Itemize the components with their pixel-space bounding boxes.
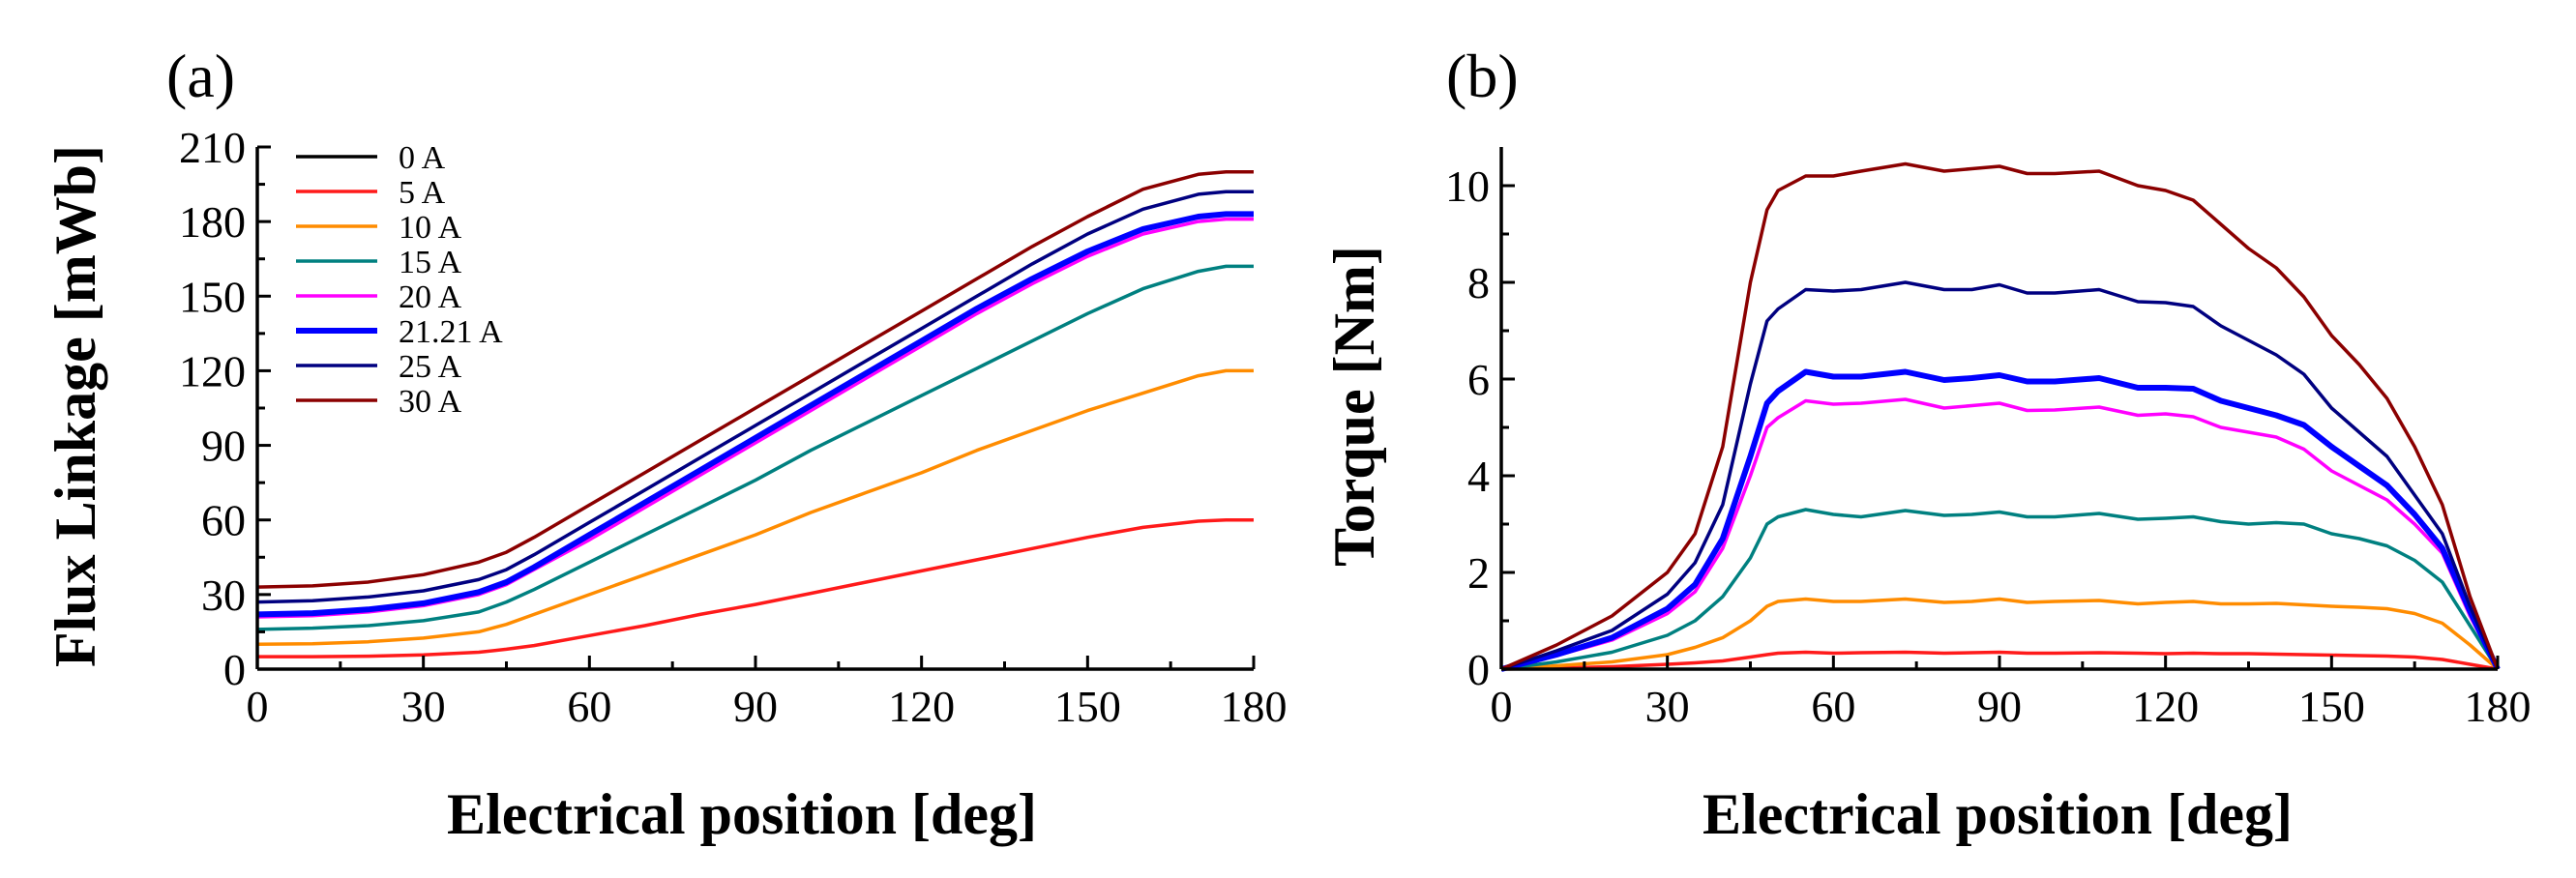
y-axis-title-a: Flux Linkage [mWb] <box>44 145 107 667</box>
x-tick-label: 60 <box>1811 682 1855 731</box>
y-tick-label: 120 <box>179 346 246 395</box>
x-tick-label: 60 <box>567 682 611 731</box>
y-tick-label: 0 <box>223 645 246 694</box>
y-tick-label: 210 <box>179 123 246 172</box>
legend-label: 20 A <box>399 279 462 315</box>
series-line-5-a <box>257 517 1254 658</box>
series-line-15-a <box>1500 508 2500 671</box>
plot-area-b: 0 30 60 90 120 150 180 0 2 4 6 8 10 <box>1445 147 2532 731</box>
series-line-21-21-a <box>1500 368 2501 672</box>
x-tick-label: 180 <box>1221 682 1288 731</box>
y-axis-title-b: Torque [Nm] <box>1322 246 1386 567</box>
legend-label: 15 A <box>399 245 462 280</box>
series-line-20-a <box>1500 397 2500 671</box>
x-tick-label: 0 <box>247 682 269 731</box>
series-line-15-a <box>256 264 1254 631</box>
x-tick-label: 90 <box>733 682 778 731</box>
series-line-30-a <box>256 169 1254 589</box>
legend-label: 0 A <box>399 140 446 176</box>
series-line-10-a <box>256 368 1254 647</box>
x-tick-label: 120 <box>2132 682 2199 731</box>
x-tick-label: 0 <box>1491 682 1513 731</box>
panel-label-a: (a) <box>166 42 235 110</box>
legend-label: 30 A <box>399 384 462 420</box>
series-line-25-a <box>1500 280 2500 671</box>
plot-area-a: 0 30 60 90 120 150 180 0 30 60 90 120 150 180 210 <box>179 123 1288 731</box>
legend-label: 25 A <box>399 349 462 385</box>
x-tick-label: 30 <box>401 682 446 731</box>
series-line-21-21-a <box>256 211 1254 618</box>
legend-a: 0 A5 A10 A15 A20 A21.21 A25 A30 A <box>296 140 503 420</box>
x-tick-label: 30 <box>1645 682 1690 731</box>
x-axis-title-b: Electrical position [deg] <box>1703 782 2293 846</box>
x-tick-label: 180 <box>2465 682 2532 731</box>
y-tick-label: 60 <box>201 496 246 545</box>
x-tick-label: 90 <box>1977 682 2022 731</box>
y-tick-label: 150 <box>179 272 246 321</box>
flux-linkage-chart: (a) Flux Linkage [mWb] Electrical positi… <box>44 42 1288 846</box>
x-tick-label: 150 <box>1054 682 1121 731</box>
y-tick-label: 10 <box>1445 161 1490 211</box>
y-tick-label: 30 <box>201 571 246 620</box>
panel-label-b: (b) <box>1446 42 1519 110</box>
legend-label: 21.21 A <box>399 314 503 350</box>
y-tick-label: 0 <box>1467 645 1490 694</box>
y-tick-label: 2 <box>1467 548 1490 598</box>
x-tick-label: 120 <box>888 682 955 731</box>
torque-chart: (b) Torque [Nm] Electrical position [deg… <box>1322 42 2532 846</box>
y-tick-label: 6 <box>1467 355 1490 404</box>
y-tick-label: 8 <box>1467 258 1490 307</box>
legend-label: 10 A <box>399 210 462 246</box>
y-tick-label: 180 <box>179 197 246 247</box>
y-tick-label: 90 <box>201 422 246 471</box>
y-tick-label: 4 <box>1467 452 1490 501</box>
series-line-25-a <box>256 190 1254 604</box>
series-line-10-a <box>1500 597 2500 671</box>
x-tick-label: 150 <box>2298 682 2365 731</box>
legend-label: 5 A <box>399 175 446 211</box>
series-line-30-a <box>1500 161 2500 671</box>
series-line-5-a <box>1500 650 2499 671</box>
x-axis-title-a: Electrical position [deg] <box>447 782 1037 846</box>
